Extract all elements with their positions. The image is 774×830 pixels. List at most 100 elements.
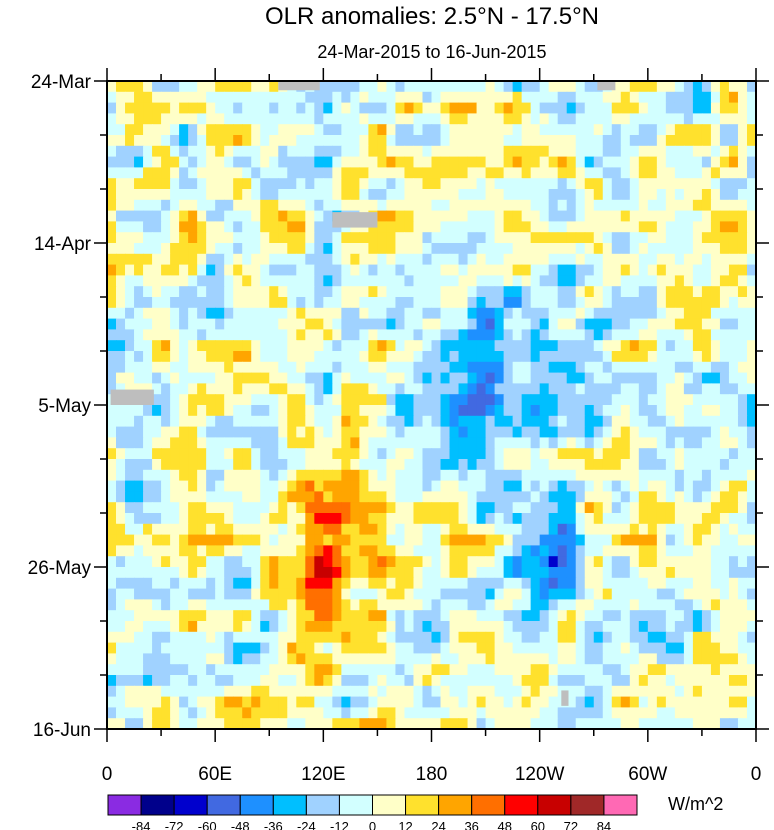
heat-cell (206, 81, 216, 93)
heat-cell (350, 372, 360, 384)
heat-cell (116, 91, 126, 104)
heat-cell (332, 286, 342, 298)
heat-cell (737, 189, 748, 201)
heat-cell (728, 426, 739, 438)
heat-cell (152, 275, 162, 287)
heat-cell (251, 361, 261, 374)
heat-cell (287, 253, 297, 266)
heat-cell (260, 599, 270, 611)
heat-cell (107, 232, 117, 244)
heat-cell (620, 718, 631, 729)
heat-cell (665, 394, 676, 406)
heat-cell (665, 156, 676, 168)
heat-cell (242, 513, 252, 525)
heat-cell (170, 426, 180, 438)
heat-cell (386, 329, 397, 341)
heat-cell (278, 394, 288, 406)
heat-cell (674, 167, 685, 179)
heat-cell (377, 340, 388, 352)
heat-cell (215, 491, 225, 503)
heat-cell (701, 318, 712, 330)
heat-cell (746, 340, 756, 352)
heat-cell (728, 199, 739, 212)
heat-cell (251, 653, 261, 665)
heat-cell (476, 253, 487, 266)
heat-cell (116, 577, 126, 590)
heat-cell (602, 102, 613, 114)
heat-cell (512, 383, 523, 395)
heat-cell (278, 286, 288, 298)
heat-cell (458, 145, 469, 158)
heat-cell (404, 642, 415, 654)
heat-cell (611, 243, 622, 255)
heat-cell (251, 199, 261, 212)
heat-cell (206, 480, 216, 492)
heat-cell (422, 199, 433, 212)
heat-cell (611, 199, 622, 212)
heat-cell (548, 599, 559, 611)
heat-cell (134, 448, 144, 460)
heat-cell (179, 437, 189, 449)
heat-cell (737, 156, 748, 168)
heat-cell (719, 340, 730, 352)
heat-cell (134, 264, 144, 276)
heat-cell (287, 286, 297, 298)
heat-cell (296, 383, 306, 395)
heat-cell (107, 707, 117, 719)
heat-cell (548, 631, 559, 644)
heat-cell (152, 113, 162, 125)
heat-cell (620, 480, 631, 492)
heat-cell (170, 135, 180, 147)
heat-cell (521, 135, 532, 147)
heat-cell (692, 599, 703, 611)
heat-cell (224, 297, 234, 309)
heat-cell (134, 631, 144, 644)
heat-cell (107, 480, 117, 492)
heat-cell (710, 372, 721, 384)
heat-cell (368, 718, 379, 729)
heat-cell (368, 275, 379, 287)
heat-cell (674, 135, 685, 147)
heat-cell (530, 156, 541, 168)
heat-cell (719, 707, 730, 719)
heat-cell (278, 113, 288, 125)
heat-cell (440, 610, 451, 622)
heat-cell (404, 351, 415, 363)
heat-cell (179, 124, 189, 136)
heat-cell (467, 599, 478, 611)
heat-cell (305, 631, 315, 644)
heat-cell (134, 577, 144, 590)
heat-cell (395, 297, 406, 309)
heat-cell (521, 545, 532, 557)
heat-cell (224, 286, 234, 298)
heat-cell (296, 318, 306, 330)
heat-cell (449, 610, 460, 622)
heat-cell (134, 156, 144, 168)
heat-cell (494, 156, 505, 168)
heat-cell (260, 642, 270, 654)
heat-cell (125, 145, 135, 158)
heat-cell (233, 653, 243, 665)
heat-cell (395, 124, 406, 136)
heat-cell (152, 567, 162, 579)
heat-cell (584, 664, 595, 676)
heat-cell (125, 307, 135, 320)
heat-cell (377, 156, 388, 168)
heat-cell (269, 426, 279, 438)
heat-cell (746, 243, 756, 255)
heat-cell (134, 189, 144, 201)
heat-cell (188, 394, 198, 406)
heat-cell (359, 556, 369, 568)
heat-cell (674, 361, 685, 374)
heat-cell (404, 372, 415, 384)
heat-cell (575, 91, 586, 104)
heat-cell (431, 210, 442, 222)
heat-cell (440, 189, 451, 201)
heat-cell (719, 556, 730, 568)
heat-cell (485, 545, 496, 557)
heat-cell (350, 448, 360, 460)
heat-cell (296, 685, 306, 698)
heat-cell (143, 297, 153, 309)
heat-cell (107, 318, 117, 330)
heat-cell (170, 124, 180, 136)
